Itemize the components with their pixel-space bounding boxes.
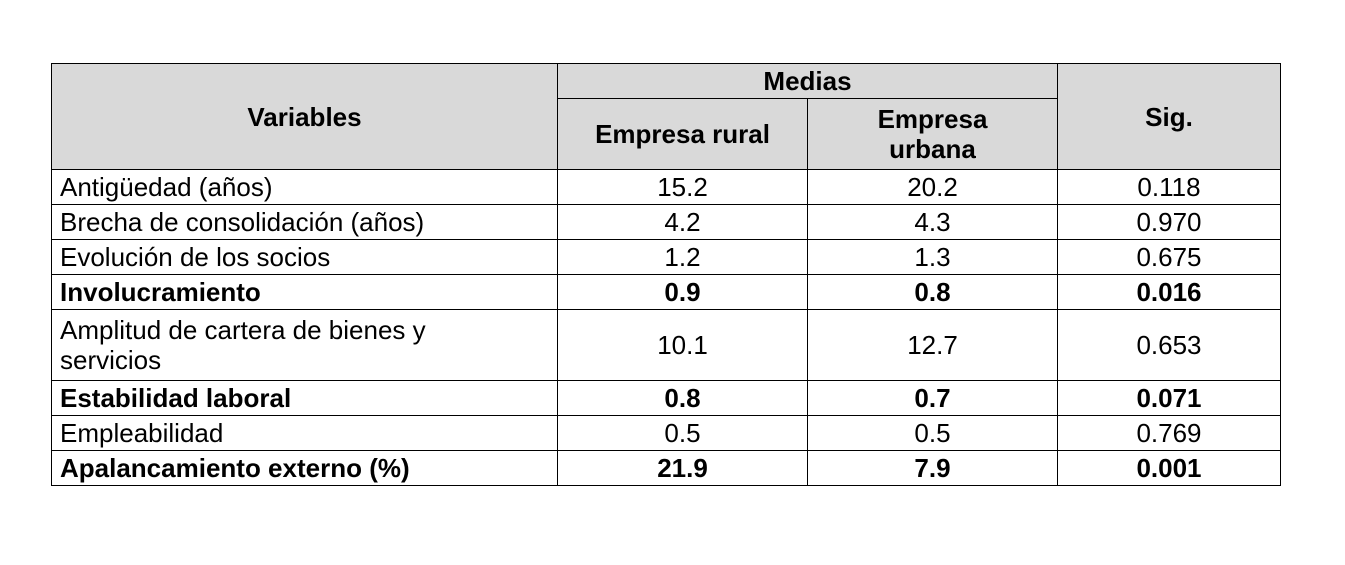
cell-urbana: 1.3	[807, 239, 1058, 275]
cell-sig: 0.001	[1057, 450, 1281, 486]
cell-variable: Involucramiento	[51, 274, 558, 310]
cell-rural: 10.1	[557, 309, 808, 381]
cell-urbana: 0.8	[807, 274, 1058, 310]
header-empresa-urbana: Empresa urbana	[807, 98, 1058, 170]
cell-rural: 15.2	[557, 169, 808, 205]
means-table: Variables Medias Sig. Empresa rural Empr…	[51, 63, 1281, 486]
table-row: Empleabilidad 0.5 0.5 0.769	[51, 415, 1281, 451]
cell-sig: 0.016	[1057, 274, 1281, 310]
table-row: Involucramiento 0.9 0.8 0.016	[51, 274, 1281, 310]
cell-rural: 21.9	[557, 450, 808, 486]
cell-urbana: 12.7	[807, 309, 1058, 381]
header-empresa-rural: Empresa rural	[557, 98, 808, 170]
header-empresa-urbana-text: Empresa urbana	[877, 104, 988, 164]
cell-variable: Apalancamiento externo (%)	[51, 450, 558, 486]
cell-variable: Estabilidad laboral	[51, 380, 558, 416]
cell-variable: Evolución de los socios	[51, 239, 558, 275]
cell-rural: 4.2	[557, 204, 808, 240]
cell-sig: 0.970	[1057, 204, 1281, 240]
cell-variable: Empleabilidad	[51, 415, 558, 451]
cell-variable: Brecha de consolidación (años)	[51, 204, 558, 240]
header-medias: Medias	[557, 63, 1058, 99]
table-row: Amplitud de cartera de bienes y servicio…	[51, 309, 1281, 381]
cell-urbana: 4.3	[807, 204, 1058, 240]
cell-variable-text: Amplitud de cartera de bienes y servicio…	[60, 315, 426, 375]
table-row: Antigüedad (años) 15.2 20.2 0.118	[51, 169, 1281, 205]
cell-variable: Antigüedad (años)	[51, 169, 558, 205]
table-header: Variables Medias Sig. Empresa rural Empr…	[51, 63, 1281, 170]
cell-variable: Amplitud de cartera de bienes y servicio…	[51, 309, 558, 381]
table-row: Estabilidad laboral 0.8 0.7 0.071	[51, 380, 1281, 416]
cell-rural: 1.2	[557, 239, 808, 275]
cell-urbana: 0.7	[807, 380, 1058, 416]
cell-rural: 0.9	[557, 274, 808, 310]
cell-urbana: 0.5	[807, 415, 1058, 451]
header-row-top: Variables Medias Sig.	[51, 63, 1281, 170]
cell-urbana: 7.9	[807, 450, 1058, 486]
table-body: Antigüedad (años) 15.2 20.2 0.118 Brecha…	[51, 169, 1281, 486]
header-sig: Sig.	[1057, 63, 1281, 170]
table-row: Apalancamiento externo (%) 21.9 7.9 0.00…	[51, 450, 1281, 486]
header-row-bottom: Empresa rural Empresa urbana	[52, 98, 1281, 170]
cell-sig: 0.675	[1057, 239, 1281, 275]
cell-sig: 0.071	[1057, 380, 1281, 416]
table-row: Brecha de consolidación (años) 4.2 4.3 0…	[51, 204, 1281, 240]
cell-sig: 0.769	[1057, 415, 1281, 451]
cell-rural: 0.8	[557, 380, 808, 416]
cell-sig: 0.118	[1057, 169, 1281, 205]
header-variables: Variables	[51, 63, 558, 170]
table-row: Evolución de los socios 1.2 1.3 0.675	[51, 239, 1281, 275]
cell-rural: 0.5	[557, 415, 808, 451]
cell-sig: 0.653	[1057, 309, 1281, 381]
cell-urbana: 20.2	[807, 169, 1058, 205]
